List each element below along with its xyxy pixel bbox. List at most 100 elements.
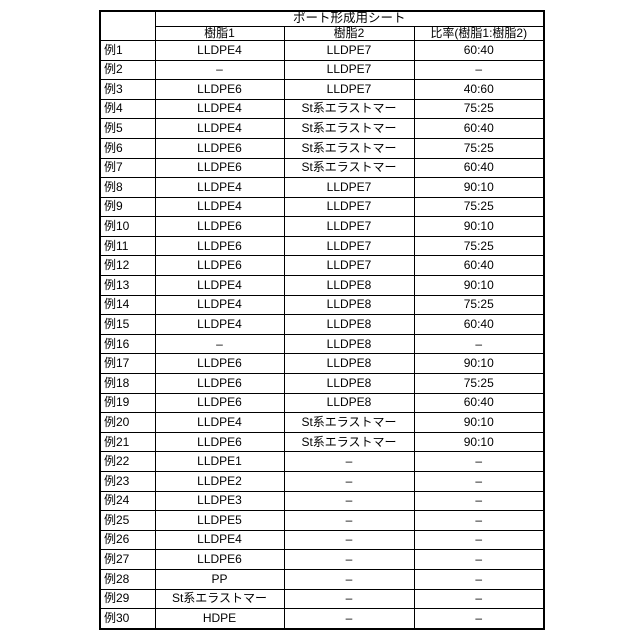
resin2-cell: –	[283, 568, 415, 590]
table-row: 例19 LLDPE6 LLDPE8 60:40	[99, 392, 545, 414]
resin1-cell: LLDPE4	[154, 314, 285, 335]
ratio-cell: 75:25	[413, 235, 545, 257]
row-label: 例6	[99, 137, 156, 159]
resin1-cell: LLDPE2	[154, 471, 285, 492]
table-row: 例12 LLDPE6 LLDPE7 60:40	[99, 255, 545, 277]
resin1-cell: LLDPE6	[154, 392, 285, 414]
table-row: 例15 LLDPE4 LLDPE8 60:40	[99, 314, 545, 335]
ratio-cell: –	[413, 333, 545, 355]
resin2-cell: –	[283, 588, 415, 610]
column-header-1: 樹脂1	[154, 25, 285, 41]
row-label: 例21	[99, 431, 156, 453]
resin1-cell: LLDPE5	[154, 510, 285, 531]
row-label: 例11	[99, 235, 156, 257]
row-label: 例4	[99, 98, 156, 120]
table-row: 例26 LLDPE4– –	[99, 529, 545, 551]
ratio-cell: 90:10	[413, 431, 545, 453]
ratio-cell: –	[413, 608, 545, 630]
row-label: 例12	[99, 255, 156, 277]
table-row: 例10 LLDPE6 LLDPE7 90:10	[99, 216, 545, 237]
table-row: 例21 LLDPE6 St系エラストマー 90:10	[99, 431, 545, 453]
table-row: 例4 LLDPE4 St系エラストマー 75:25	[99, 98, 545, 120]
table-row: 例23 LLDPE2– –	[99, 471, 545, 492]
resin2-cell: St系エラストマー	[283, 412, 415, 433]
row-label: 例10	[99, 216, 156, 237]
row-label: 例1	[99, 39, 156, 61]
ratio-cell: 75:25	[413, 98, 545, 120]
resin2-cell: –	[283, 549, 415, 570]
resin2-cell: LLDPE7	[283, 177, 415, 198]
resin1-cell: LLDPE6	[154, 549, 285, 570]
row-label: 例19	[99, 392, 156, 414]
row-label: 例22	[99, 451, 156, 472]
resin1-cell: LLDPE6	[154, 431, 285, 453]
resin1-cell: LLDPE4	[154, 177, 285, 198]
ratio-cell: 40:60	[413, 79, 545, 100]
resin2-cell: LLDPE8	[283, 353, 415, 375]
resin1-cell: St系エラストマー	[154, 588, 285, 610]
ratio-cell: 75:25	[413, 196, 545, 218]
ratio-cell: 90:10	[413, 216, 545, 237]
row-label: 例23	[99, 471, 156, 492]
row-label: 例7	[99, 157, 156, 179]
resin2-cell: LLDPE7	[283, 235, 415, 257]
resin2-cell: St系エラストマー	[283, 98, 415, 120]
row-label: 例15	[99, 314, 156, 335]
row-label: 例2	[99, 59, 156, 81]
resin2-cell: LLDPE8	[283, 333, 415, 355]
row-label: 例29	[99, 588, 156, 610]
ratio-cell: 90:10	[413, 177, 545, 198]
ratio-cell: –	[413, 59, 545, 81]
ratio-cell: –	[413, 451, 545, 472]
resin1-cell: LLDPE6	[154, 137, 285, 159]
ratio-cell: 75:25	[413, 373, 545, 394]
row-label: 例13	[99, 275, 156, 296]
ratio-cell: 60:40	[413, 118, 545, 139]
resin1-cell: LLDPE6	[154, 353, 285, 375]
row-label: 例18	[99, 373, 156, 394]
resin1-cell: LLDPE6	[154, 216, 285, 237]
ratio-cell: 75:25	[413, 294, 545, 316]
resin2-cell: LLDPE7	[283, 255, 415, 277]
resin1-cell: LLDPE4	[154, 275, 285, 296]
resin1-cell: LLDPE4	[154, 39, 285, 61]
row-label: 例9	[99, 196, 156, 218]
table-row: 例9 LLDPE4 LLDPE7 75:25	[99, 196, 545, 218]
table-row: 例29 St系エラストマー – –	[99, 588, 545, 610]
resin1-cell: LLDPE6	[154, 235, 285, 257]
ratio-cell: 60:40	[413, 392, 545, 414]
resin2-cell: –	[283, 529, 415, 551]
ratio-cell: –	[413, 549, 545, 570]
resin2-cell: –	[283, 471, 415, 492]
resin2-cell: –	[283, 451, 415, 472]
table-row: 例6 LLDPE6 St系エラストマー 75:25	[99, 137, 545, 159]
resin2-cell: LLDPE7	[283, 79, 415, 100]
ratio-cell: 60:40	[413, 39, 545, 61]
resin1-cell: LLDPE4	[154, 196, 285, 218]
column-header-3: 比率(樹脂1:樹脂2)	[413, 25, 545, 41]
port-sheet-table: ポート形成用シート 樹脂1 樹脂2 比率(樹脂1:樹脂2) 例1 LLDPE4 LLDP…	[99, 10, 546, 630]
row-label: 例24	[99, 490, 156, 512]
column-header-row: 樹脂1 樹脂2 比率(樹脂1:樹脂2)	[100, 25, 545, 41]
ratio-cell: 60:40	[413, 255, 545, 277]
resin2-cell: –	[283, 510, 415, 531]
resin1-cell: LLDPE6	[154, 255, 285, 277]
table-row: 例7 LLDPE6 St系エラストマー 60:40	[99, 157, 545, 179]
resin1-cell: –	[154, 333, 285, 355]
resin2-cell: LLDPE8	[283, 294, 415, 316]
ratio-cell: –	[413, 529, 545, 551]
resin2-cell: LLDPE7	[283, 196, 415, 218]
column-header-2: 樹脂2	[283, 25, 415, 41]
ratio-cell: 90:10	[413, 353, 545, 375]
row-label: 例20	[99, 412, 156, 433]
row-label: 例30	[99, 608, 156, 630]
resin2-cell: LLDPE8	[283, 392, 415, 414]
table-row: 例20 LLDPE4 St系エラストマー 90:10	[99, 412, 545, 433]
resin1-cell: LLDPE3	[154, 490, 285, 512]
table-row: 例14 LLDPE4 LLDPE8 75:25	[99, 294, 545, 316]
ratio-cell: 90:10	[413, 275, 545, 296]
resin1-cell: LLDPE6	[154, 157, 285, 179]
resin1-cell: LLDPE6	[154, 79, 285, 100]
table-row: 例25 LLDPE5– –	[99, 510, 545, 531]
